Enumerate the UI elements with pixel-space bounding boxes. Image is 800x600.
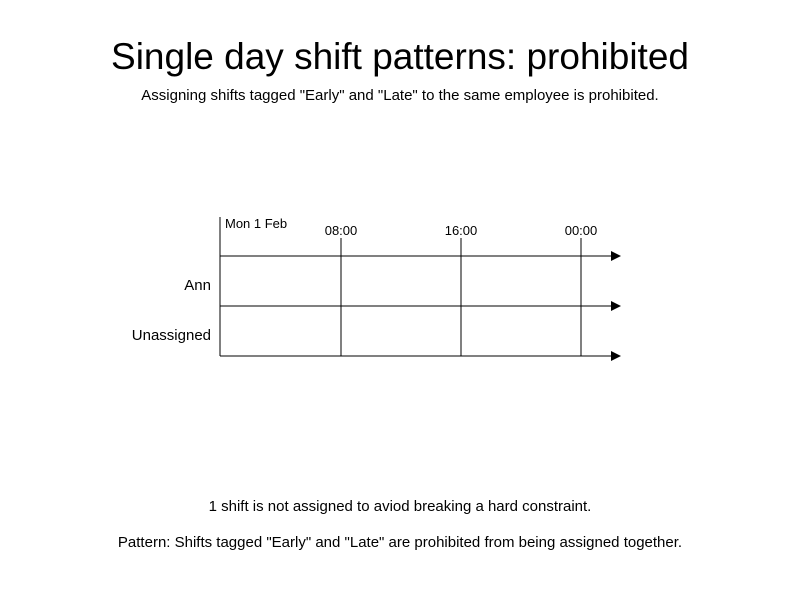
time-label-0800: 08:00: [325, 223, 358, 238]
row-label-unassigned: Unassigned: [132, 327, 211, 344]
page-subtitle: Assigning shifts tagged "Early" and "Lat…: [141, 87, 659, 104]
day-label: Mon 1 Feb: [225, 216, 287, 231]
arrow-head-icon: [611, 251, 621, 261]
pattern-description-note: Pattern: Shifts tagged "Early" and "Late…: [117, 534, 683, 551]
page-title: Single day shift patterns: prohibited: [111, 36, 689, 77]
arrow-head-icon: [611, 301, 621, 311]
arrow-head-icon: [611, 351, 621, 361]
time-label-0000: 00:00: [565, 223, 598, 238]
unassigned-shift-note: 1 shift is not assigned to aviod breakin…: [208, 498, 592, 515]
row-label-ann: Ann: [184, 277, 211, 294]
time-label-1600: 16:00: [445, 223, 478, 238]
